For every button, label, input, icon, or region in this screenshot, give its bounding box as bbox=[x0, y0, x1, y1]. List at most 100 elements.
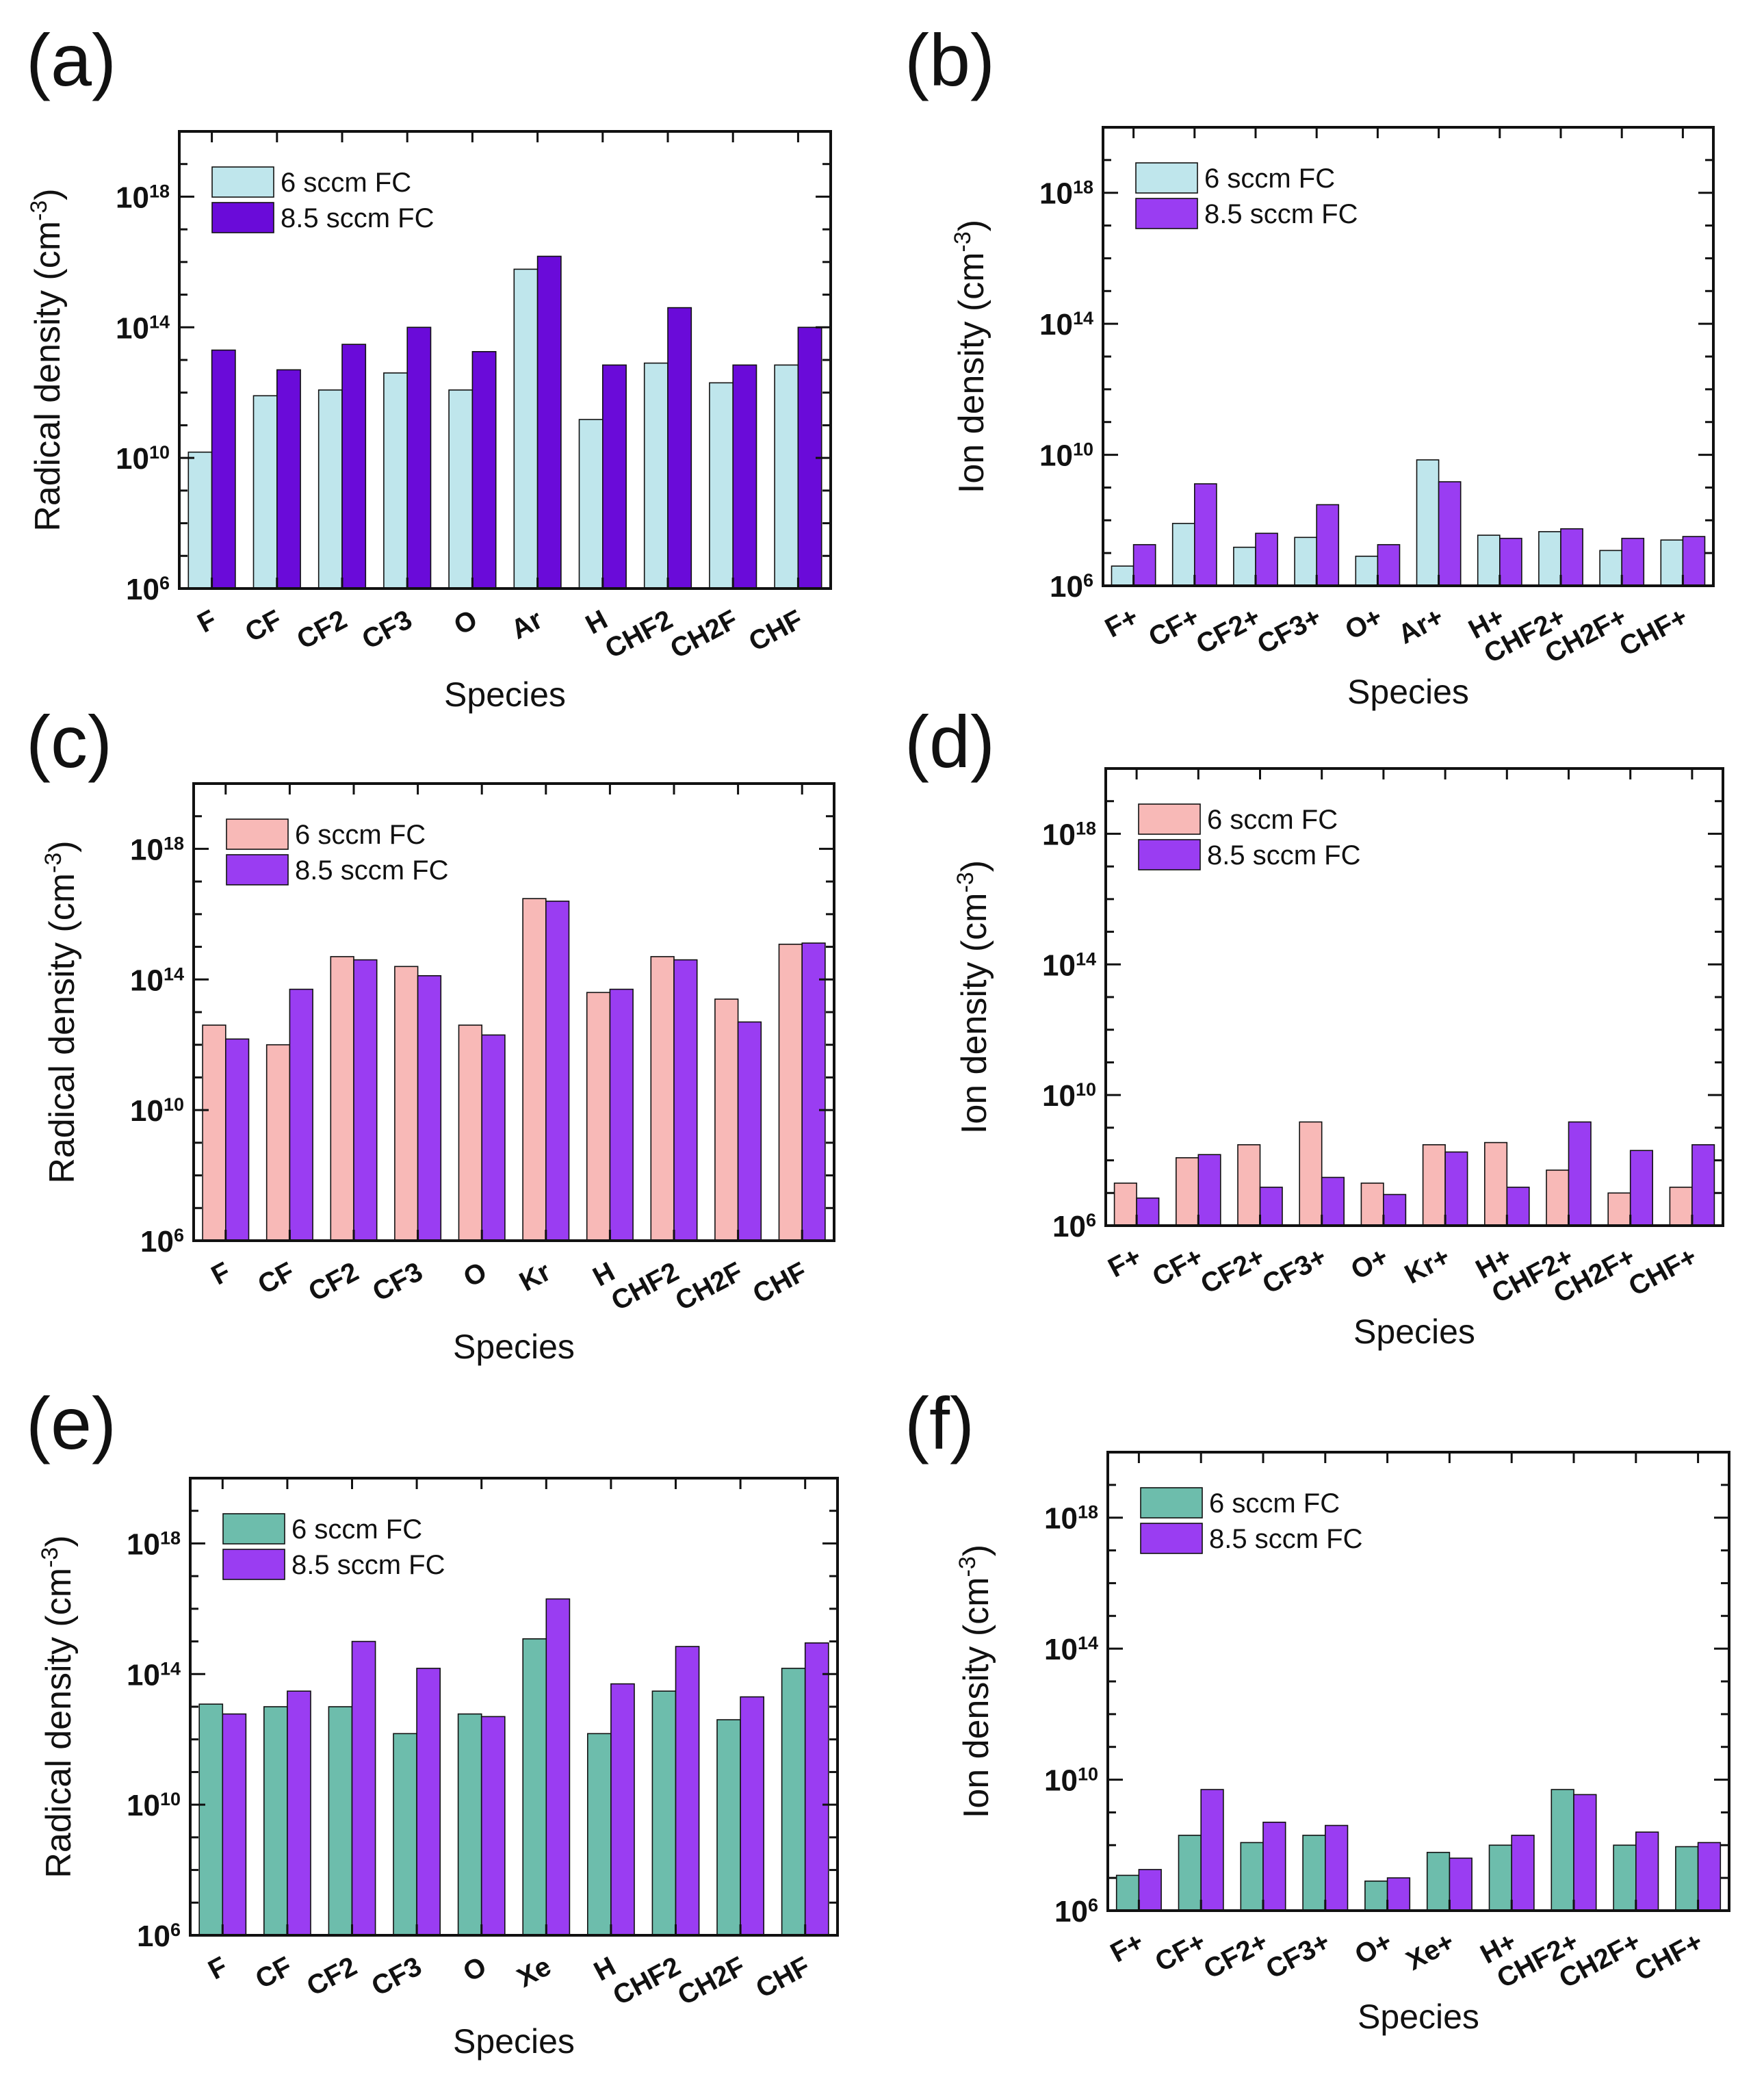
legend-label-d-2: 8.5 sccm FC bbox=[1207, 840, 1360, 870]
bar-d-s1-chf2plus bbox=[1546, 1170, 1570, 1226]
category-label-a-7: CHF2 bbox=[600, 604, 677, 664]
legend-c: 6 sccm FC 8.5 sccm FC bbox=[226, 818, 448, 886]
bar-a-s2-chf2 bbox=[667, 307, 692, 589]
bar-c-s2-o bbox=[481, 1034, 506, 1241]
bar-b-s2-ch2fplus bbox=[1621, 537, 1645, 586]
bar-c-s1-cf bbox=[265, 1044, 291, 1241]
bar-d-s1-krplus bbox=[1422, 1144, 1446, 1226]
bar-d-s1-cf3plus bbox=[1299, 1121, 1323, 1226]
x-axis-title-d: Species bbox=[1353, 1313, 1475, 1351]
legend-swatch-e-2 bbox=[222, 1549, 285, 1580]
x-axis-title-f: Species bbox=[1358, 1998, 1479, 2036]
bar-e-s2-cf bbox=[287, 1690, 311, 1936]
category-label-a-4: O bbox=[449, 604, 482, 641]
category-label-c-5: Kr bbox=[515, 1256, 556, 1297]
legend-swatch-b-2 bbox=[1135, 198, 1198, 229]
bar-a-s1-cf3 bbox=[383, 372, 408, 589]
ytick-label-d-6: 106 bbox=[1052, 1210, 1096, 1243]
category-label-e-2: CF2 bbox=[302, 1951, 361, 2002]
bar-c-s2-cf3 bbox=[417, 975, 442, 1241]
bar-b-s2-cf3plus bbox=[1316, 504, 1340, 586]
bar-f-s1-oplus bbox=[1364, 1881, 1388, 1911]
bar-e-s2-xe bbox=[545, 1598, 571, 1936]
bar-f-s2-cfplus bbox=[1200, 1789, 1224, 1911]
category-label-c-2: CF2 bbox=[304, 1256, 363, 1307]
bar-b-s1-hplus bbox=[1477, 534, 1501, 586]
legend-label-b-2: 8.5 sccm FC bbox=[1204, 199, 1358, 229]
category-label-a-2: CF2 bbox=[292, 604, 352, 655]
bar-e-s1-cf3 bbox=[393, 1733, 417, 1936]
category-label-a-9: CHF bbox=[744, 604, 807, 657]
ytick-label-b-10: 1010 bbox=[1039, 439, 1093, 473]
bar-f-s1-fplus bbox=[1115, 1874, 1140, 1911]
bar-e-s1-chf bbox=[781, 1668, 806, 1936]
bar-b-s2-cfplus bbox=[1194, 483, 1217, 586]
category-label-c-8: CH2F bbox=[671, 1256, 748, 1317]
bar-b-s2-chf2plus bbox=[1560, 528, 1583, 586]
legend-swatch-f-1 bbox=[1140, 1487, 1203, 1519]
bar-d-s2-ch2fplus bbox=[1629, 1150, 1653, 1226]
legend-label-f-2: 8.5 sccm FC bbox=[1209, 1524, 1362, 1554]
bar-c-s2-cf bbox=[289, 988, 313, 1241]
bar-b-s1-cfplus bbox=[1171, 523, 1195, 586]
legend-label-d-1: 6 sccm FC bbox=[1207, 805, 1338, 835]
bar-f-s2-chfplus bbox=[1697, 1842, 1722, 1911]
ytick-label-c-14: 1014 bbox=[130, 964, 184, 997]
panel-label-b: (b) bbox=[905, 18, 995, 101]
legend-swatch-c-2 bbox=[226, 854, 289, 886]
bar-c-s1-kr bbox=[522, 898, 547, 1241]
bar-b-s1-fplus bbox=[1111, 565, 1134, 586]
bar-b-s2-arplus bbox=[1438, 481, 1462, 586]
category-label-b-1: CF+ bbox=[1144, 602, 1204, 653]
bar-e-s2-f bbox=[222, 1713, 247, 1936]
bar-a-s2-o bbox=[471, 350, 497, 589]
bar-f-s2-fplus bbox=[1138, 1869, 1162, 1911]
bar-f-s2-oplus bbox=[1386, 1877, 1411, 1911]
ytick-label-b-6: 106 bbox=[1050, 570, 1093, 604]
bar-c-s1-chf bbox=[778, 944, 803, 1241]
bar-e-s1-cf bbox=[263, 1706, 288, 1936]
legend-label-c-2: 8.5 sccm FC bbox=[295, 855, 448, 886]
bar-c-s2-kr bbox=[545, 901, 570, 1241]
x-axis-title-c: Species bbox=[453, 1328, 575, 1366]
category-label-f-3: CF3+ bbox=[1261, 1926, 1335, 1985]
bar-e-s2-chf bbox=[804, 1642, 829, 1936]
ytick-label-c-18: 1018 bbox=[130, 833, 184, 866]
y-axis-title-f: Ion density (cm-3) bbox=[955, 1545, 996, 1818]
ytick-label-e-6: 106 bbox=[137, 1920, 181, 1953]
ytick-label-a-18: 1018 bbox=[116, 181, 170, 214]
category-label-d-9: CHF+ bbox=[1624, 1241, 1702, 1302]
bar-d-s1-cf2plus bbox=[1237, 1144, 1261, 1226]
bar-d-s2-krplus bbox=[1444, 1151, 1468, 1226]
bar-e-s1-chf2 bbox=[651, 1690, 677, 1936]
legend-b: 6 sccm FC 8.5 sccm FC bbox=[1135, 162, 1358, 229]
category-label-d-0: F+ bbox=[1103, 1241, 1146, 1283]
bar-e-s2-ch2f bbox=[740, 1696, 764, 1936]
category-label-b-4: O+ bbox=[1340, 602, 1388, 645]
category-label-c-4: O bbox=[458, 1256, 491, 1293]
bar-f-s2-cf2plus bbox=[1262, 1822, 1286, 1911]
category-label-c-1: CF bbox=[253, 1256, 300, 1300]
bar-a-s2-h bbox=[601, 364, 627, 589]
ytick-label-f-6: 106 bbox=[1054, 1895, 1098, 1928]
legend-label-e-1: 6 sccm FC bbox=[291, 1514, 422, 1545]
panel-label-d: (d) bbox=[905, 700, 995, 783]
category-label-d-5: Kr+ bbox=[1400, 1241, 1455, 1290]
category-label-d-4: O+ bbox=[1346, 1241, 1393, 1285]
bar-c-s1-cf3 bbox=[394, 966, 419, 1241]
legend-label-c-1: 6 sccm FC bbox=[295, 820, 426, 850]
category-label-b-3: CF3+ bbox=[1252, 602, 1326, 660]
bar-d-s2-cf3plus bbox=[1321, 1176, 1345, 1226]
legend-label-b-1: 6 sccm FC bbox=[1204, 164, 1335, 194]
legend-e: 6 sccm FC 8.5 sccm FC bbox=[222, 1513, 445, 1580]
bar-c-s1-chf2 bbox=[650, 956, 675, 1241]
bar-a-s2-cf2 bbox=[341, 344, 367, 589]
bar-f-s1-cfplus bbox=[1178, 1835, 1202, 1911]
bar-f-s1-chfplus bbox=[1675, 1846, 1699, 1911]
bar-c-s2-ch2f bbox=[737, 1021, 762, 1241]
bar-d-s1-oplus bbox=[1360, 1183, 1384, 1226]
bar-f-s1-ch2fplus bbox=[1613, 1844, 1637, 1911]
bar-c-s2-cf2 bbox=[353, 959, 378, 1241]
